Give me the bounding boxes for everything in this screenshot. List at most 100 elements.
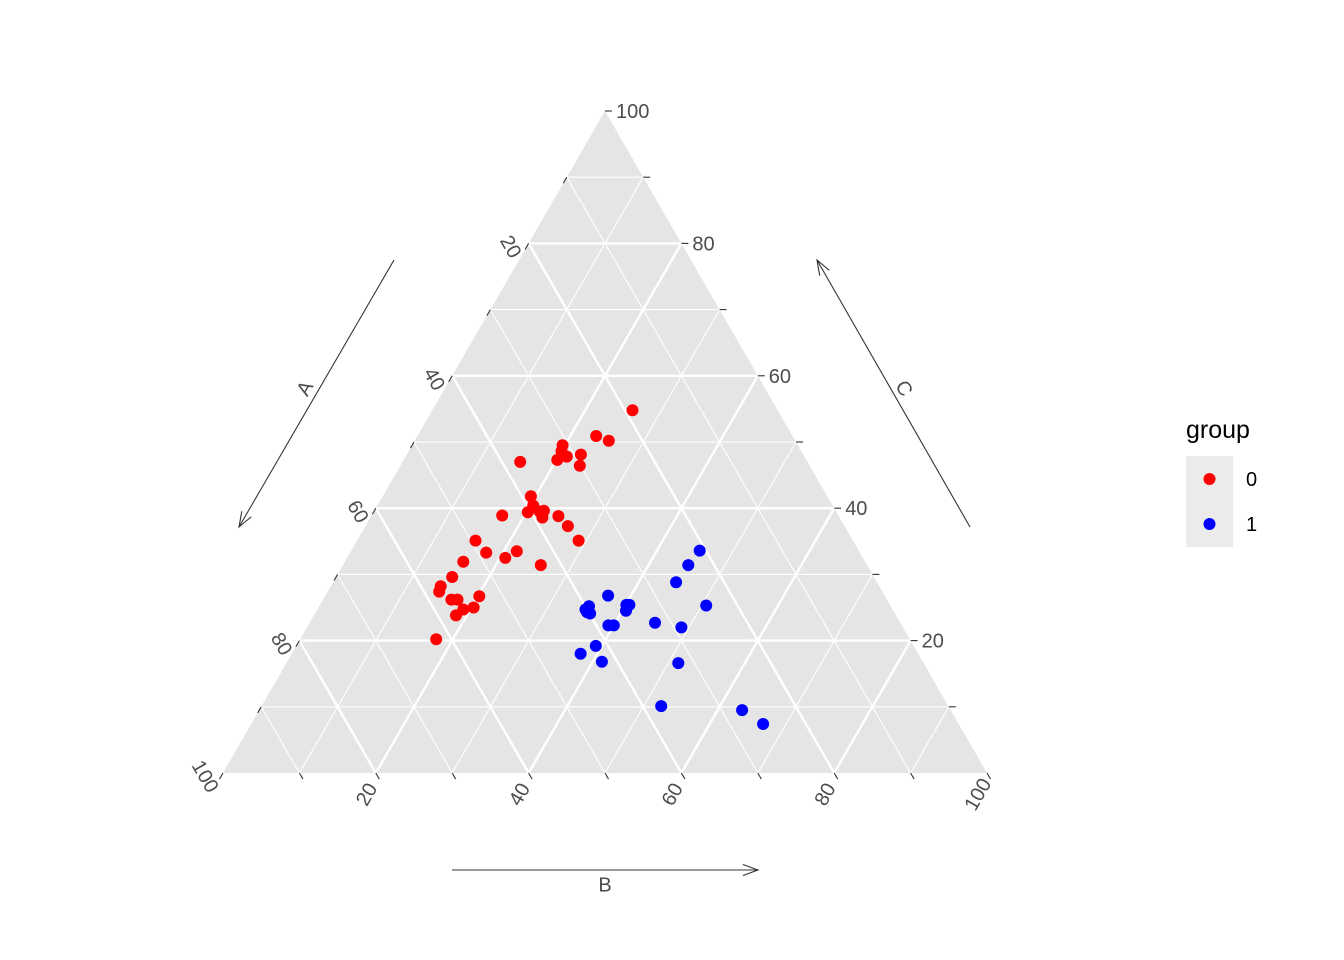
- data-point-group-0: [510, 545, 523, 558]
- legend-label-0: 0: [1246, 469, 1257, 491]
- tick-a: [486, 309, 491, 316]
- axis-title-b: B: [598, 874, 611, 896]
- grid-line: [451, 309, 721, 774]
- tick-label-b: 60: [658, 780, 688, 810]
- data-point-group-0: [534, 559, 547, 572]
- data-point-group-1: [574, 647, 587, 660]
- tick-a: [219, 772, 224, 780]
- data-point-group-1: [693, 544, 706, 557]
- tick-a: [448, 375, 453, 383]
- data-point-group-0: [473, 590, 486, 603]
- grid-line: [604, 441, 797, 774]
- tick-label-c: 40: [845, 498, 867, 520]
- grid-line: [337, 574, 453, 774]
- tick-b: [375, 772, 380, 780]
- tick-a: [333, 574, 339, 581]
- tick-b: [604, 772, 609, 780]
- arrow-c-head: [816, 258, 830, 276]
- grid-line: [413, 441, 606, 774]
- data-point-group-0: [514, 455, 527, 468]
- grid-line: [374, 507, 530, 774]
- data-point-group-1: [649, 616, 661, 629]
- tick-a: [257, 706, 262, 714]
- data-point-group-0: [561, 520, 574, 533]
- data-point-group-0: [457, 555, 470, 568]
- grid-line: [566, 176, 912, 774]
- grid-line: [489, 309, 759, 774]
- tick-b: [451, 772, 457, 780]
- tick-a: [295, 640, 300, 647]
- data-point-group-0: [521, 506, 534, 519]
- legend-label-1: 1: [1246, 514, 1257, 536]
- data-point-group-0: [467, 601, 480, 614]
- grid-line: [260, 706, 300, 774]
- data-point-group-0: [433, 585, 446, 598]
- arrow-a-head: [238, 511, 252, 529]
- tick-a: [371, 507, 377, 515]
- data-point-group-1: [675, 621, 688, 634]
- legend: group 0 1: [1186, 416, 1257, 547]
- grid-line: [527, 242, 836, 774]
- tick-a: [562, 176, 568, 184]
- arrow-b-head: [742, 864, 760, 876]
- data-point-group-1: [655, 700, 668, 713]
- tick-b: [833, 772, 839, 780]
- data-point-group-0: [536, 511, 549, 524]
- tick-label-c: 80: [692, 233, 714, 255]
- axis-arrows: [238, 258, 971, 876]
- data-point-group-1: [672, 657, 685, 670]
- data-point-group-0: [556, 439, 569, 452]
- arrow-a: [238, 259, 395, 528]
- data-point-group-1: [736, 704, 749, 717]
- tick-b: [528, 772, 533, 780]
- tick-label-b: 40: [505, 780, 535, 810]
- data-point-group-1: [700, 599, 713, 612]
- data-point-group-0: [626, 404, 639, 417]
- legend-key-1: [1203, 518, 1216, 530]
- axis-ticks: [219, 110, 991, 780]
- grid-line: [451, 375, 683, 774]
- data-point-group-0: [430, 633, 443, 646]
- data-points: [430, 404, 770, 730]
- tick-b: [986, 772, 991, 780]
- data-point-group-0: [552, 510, 565, 523]
- data-point-group-0: [451, 593, 464, 606]
- grid-line: [298, 640, 377, 774]
- arrow-c: [816, 259, 971, 528]
- data-point-group-0: [496, 509, 509, 522]
- legend-key-0: [1203, 473, 1216, 485]
- data-point-group-1: [607, 619, 620, 632]
- tick-label-a: 100: [187, 757, 223, 797]
- data-point-group-1: [670, 576, 683, 589]
- data-point-group-1: [620, 604, 632, 617]
- legend-title: group: [1186, 416, 1250, 444]
- legend-key-background: [1186, 456, 1233, 547]
- tick-b: [757, 772, 762, 780]
- data-point-group-0: [446, 571, 459, 583]
- axis-title-c: C: [890, 377, 916, 401]
- data-point-group-0: [499, 551, 512, 564]
- tick-label-c: 100: [616, 101, 649, 123]
- data-point-group-0: [590, 430, 603, 442]
- data-point-group-0: [457, 603, 470, 616]
- tick-label-b: 80: [810, 780, 840, 810]
- data-point-group-0: [573, 459, 586, 472]
- grid-line: [298, 176, 644, 774]
- data-point-group-0: [469, 534, 482, 547]
- tick-b: [298, 772, 304, 780]
- data-point-group-0: [574, 448, 587, 461]
- tick-label-b: 20: [352, 780, 382, 810]
- tick-a: [524, 243, 530, 250]
- tick-b: [680, 772, 686, 780]
- tick-b: [910, 772, 915, 780]
- data-point-group-0: [480, 546, 493, 559]
- tick-a: [410, 441, 415, 449]
- data-point-group-0: [572, 534, 585, 547]
- data-point-group-0: [602, 434, 615, 447]
- tick-label-c: 60: [769, 366, 791, 388]
- data-point-group-1: [682, 559, 695, 572]
- data-point-group-1: [602, 589, 615, 602]
- data-point-group-1: [584, 607, 597, 620]
- grid-line: [910, 706, 950, 774]
